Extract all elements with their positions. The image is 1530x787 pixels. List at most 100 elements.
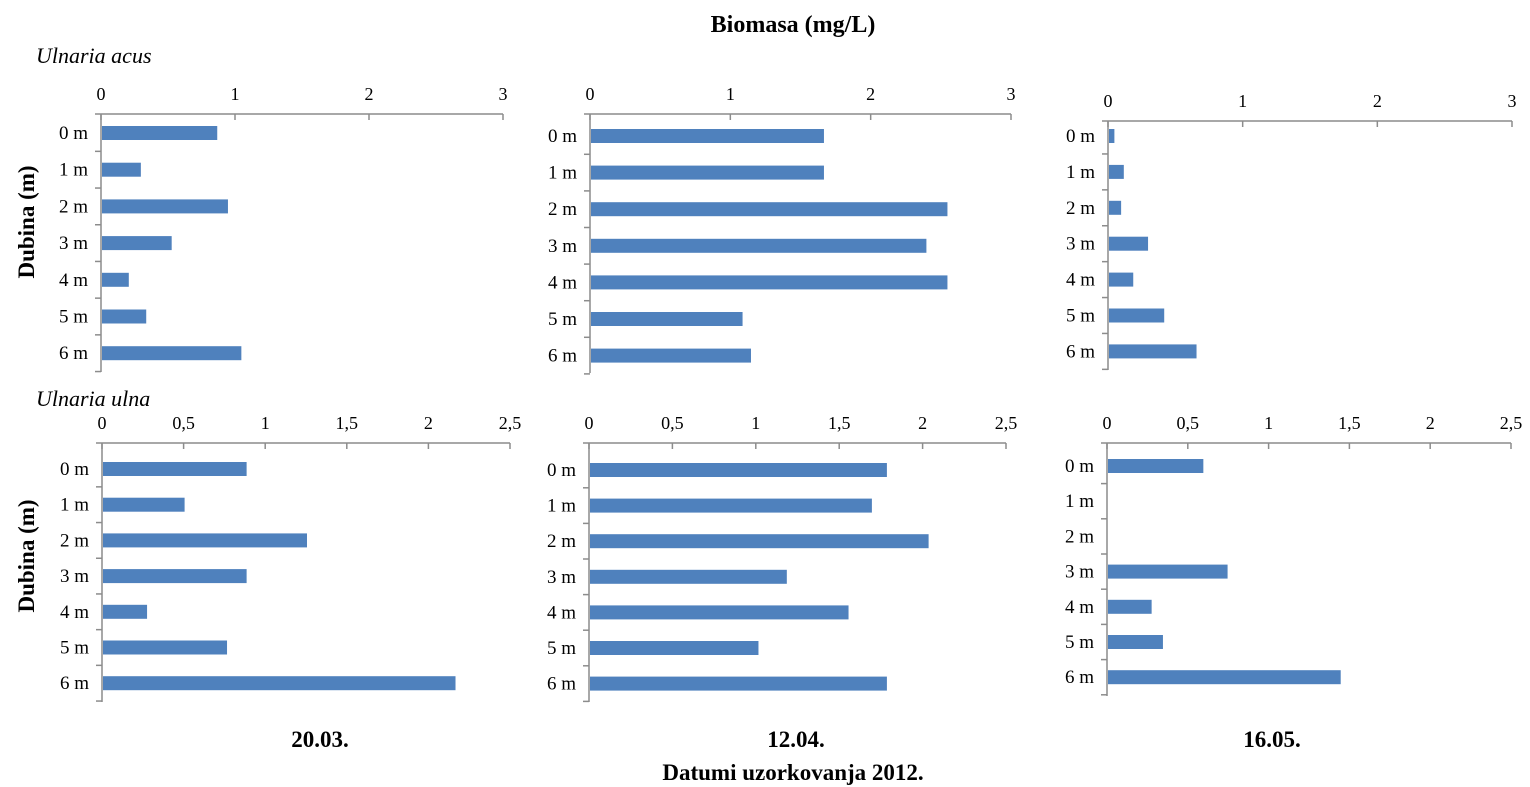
bar (590, 605, 849, 620)
bar (102, 199, 228, 214)
y-axis-label-bottom: Dubina (m) (14, 499, 39, 612)
y-tick-label: 0 m (59, 123, 88, 144)
bar (1108, 564, 1228, 579)
date-label-3: 16.05. (1243, 727, 1301, 752)
bar (102, 162, 141, 177)
x-tick-label: 1,5 (336, 413, 359, 433)
x-tick-label: 2 (365, 84, 374, 104)
y-tick-label: 6 m (548, 346, 577, 367)
x-tick-label: 0,5 (172, 413, 195, 433)
bar (102, 126, 218, 140)
x-tick-label: 0 (97, 84, 106, 104)
bar (1108, 635, 1163, 649)
x-tick-label: 3 (1007, 84, 1016, 104)
y-tick-label: 0 m (60, 459, 89, 480)
bar (1109, 164, 1124, 179)
x-tick-label: 1 (261, 413, 270, 433)
y-tick-label: 4 m (548, 272, 577, 293)
bar (102, 346, 242, 361)
x-axis-label: Datumi uzorkovanja 2012. (662, 760, 923, 785)
x-tick-label: 2 (918, 413, 927, 433)
bar (590, 534, 929, 549)
y-tick-label: 2 m (59, 196, 88, 217)
y-tick-label: 5 m (547, 638, 576, 659)
y-tick-label: 6 m (547, 674, 576, 695)
y-tick-label: 3 m (60, 566, 89, 587)
date-label-1: 20.03. (291, 727, 349, 752)
y-tick-label: 3 m (59, 233, 88, 254)
chart-title: Biomasa (mg/L) (711, 12, 876, 38)
y-tick-label: 2 m (547, 531, 576, 552)
species-label-bottom: Ulnaria ulna (36, 386, 150, 411)
date-label-2: 12.04. (767, 727, 825, 752)
bar (591, 129, 824, 143)
y-tick-label: 5 m (548, 309, 577, 330)
x-tick-label: 2,5 (995, 413, 1018, 433)
x-tick-label: 0 (1103, 413, 1112, 433)
y-tick-label: 3 m (1066, 234, 1095, 255)
bar (1108, 670, 1341, 685)
bar (102, 309, 147, 324)
y-tick-label: 5 m (60, 638, 89, 659)
y-tick-label: 6 m (60, 673, 89, 694)
panels: 0 1 2 3 0 m 1 m 2 m 3 m 4 m 5 m 6 m 0 1 2 3 0 m 1 m 2 m 3 … (59, 84, 1522, 703)
x-tick-label: 2,5 (499, 413, 522, 433)
bar (103, 533, 307, 548)
bar (1108, 599, 1152, 614)
bar (590, 641, 759, 655)
bar (1108, 459, 1204, 473)
bar (103, 462, 247, 476)
bar (591, 348, 751, 363)
y-tick-label: 0 m (1066, 126, 1095, 147)
y-tick-label: 3 m (548, 236, 577, 257)
x-tick-label: 1 (726, 84, 735, 104)
bar (591, 312, 743, 326)
x-tick-label: 0 (1104, 91, 1113, 111)
bar (1109, 200, 1122, 215)
x-tick-label: 2 (1373, 91, 1382, 111)
bar (591, 238, 927, 253)
y-tick-label: 5 m (59, 307, 88, 328)
y-tick-label: 1 m (59, 160, 88, 181)
bar (591, 202, 948, 217)
bar (102, 272, 129, 287)
bar (102, 236, 172, 251)
bar (1109, 308, 1165, 323)
panel-3: 0 1 2 3 0 m 1 m 2 m 3 m 4 m 5 m 6 m (1066, 91, 1517, 371)
y-tick-label: 4 m (547, 602, 576, 623)
y-tick-label: 0 m (548, 126, 577, 147)
x-tick-label: 0 (98, 413, 107, 433)
x-tick-label: 2 (1426, 413, 1435, 433)
bar (103, 497, 185, 512)
y-tick-label: 6 m (1066, 341, 1095, 362)
y-tick-label: 1 m (547, 496, 576, 517)
y-tick-label: 2 m (60, 530, 89, 551)
y-tick-label: 0 m (547, 460, 576, 481)
bar (103, 676, 456, 691)
panel-2: 0 1 2 3 0 m 1 m 2 m 3 m 4 m 5 m 6 m (548, 84, 1016, 375)
bar (1109, 236, 1149, 251)
panel-5: 0 0,5 1 1,5 2 2,5 0 m 1 m 2 m 3 m 4 m 5 m 6 m (547, 413, 1018, 703)
y-tick-label: 1 m (60, 495, 89, 516)
bar (103, 640, 228, 655)
x-tick-label: 1 (1238, 91, 1247, 111)
y-tick-label: 4 m (1065, 597, 1094, 618)
x-tick-label: 1,5 (1338, 413, 1361, 433)
y-tick-label: 2 m (1065, 526, 1094, 547)
x-tick-label: 1 (231, 84, 240, 104)
y-tick-label: 3 m (547, 567, 576, 588)
y-tick-label: 5 m (1065, 632, 1094, 653)
bar (591, 165, 824, 180)
y-tick-label: 1 m (1066, 162, 1095, 183)
x-tick-label: 1,5 (828, 413, 851, 433)
x-tick-label: 0,5 (1177, 413, 1200, 433)
x-tick-label: 2 (866, 84, 875, 104)
y-axis-label-top: Dubina (m) (14, 165, 39, 278)
y-tick-label: 4 m (60, 602, 89, 623)
x-tick-label: 3 (499, 84, 508, 104)
bar (103, 569, 247, 584)
x-tick-label: 0 (586, 84, 595, 104)
bar (590, 569, 787, 584)
y-tick-label: 6 m (1065, 667, 1094, 688)
